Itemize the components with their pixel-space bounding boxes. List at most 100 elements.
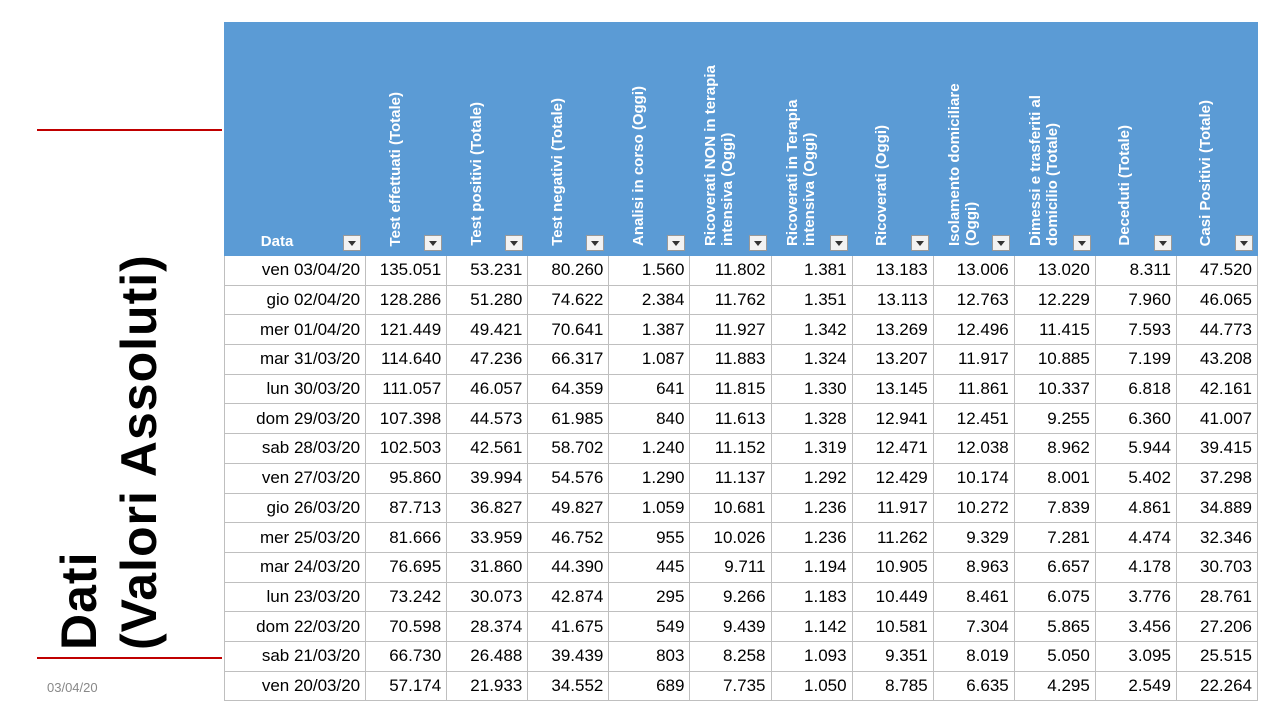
value-cell: 2.549: [1094, 670, 1177, 702]
value-cell: 840: [608, 403, 691, 435]
table-row: mer 01/04/20 121.449 49.421 70.641 1.387 11.9…: [223, 314, 1259, 346]
value-cell: 41.007: [1175, 403, 1259, 435]
value-cell: 21.933: [446, 670, 529, 702]
value-cell: 4.295: [1013, 670, 1096, 702]
value-cell: 295: [608, 581, 691, 613]
value-cell: 549: [608, 611, 691, 642]
value-cell: 12.763: [932, 284, 1015, 316]
value-cell: 13.020: [1013, 255, 1096, 286]
value-cell: 46.065: [1175, 284, 1259, 316]
value-cell: 49.827: [527, 492, 610, 524]
value-cell: 1.142: [770, 611, 853, 642]
value-cell: 47.520: [1175, 255, 1259, 286]
value-cell: 54.576: [527, 462, 610, 494]
value-cell: 7.281: [1013, 522, 1096, 553]
date-cell: ven 27/03/20: [223, 462, 367, 494]
value-cell: 66.317: [527, 344, 610, 375]
value-cell: 32.346: [1175, 522, 1259, 553]
value-cell: 3.776: [1094, 581, 1177, 613]
value-cell: 73.242: [365, 581, 448, 613]
value-cell: 803: [608, 640, 691, 672]
table-row: ven 27/03/20 95.860 39.994 54.576 1.290 11.13…: [223, 462, 1259, 494]
value-cell: 8.962: [1013, 433, 1096, 464]
header-label: Test positivi (Totale): [467, 102, 485, 246]
value-cell: 1.236: [770, 492, 853, 524]
value-cell: 10.581: [851, 611, 934, 642]
value-cell: 1.328: [770, 403, 853, 435]
date-cell: lun 23/03/20: [223, 581, 367, 613]
date-cell: dom 29/03/20: [223, 403, 367, 435]
table-row: dom 22/03/20 70.598 28.374 41.675 549 9.439 1.…: [223, 611, 1259, 642]
value-cell: 641: [608, 373, 691, 405]
value-cell: 1.560: [608, 255, 691, 286]
red-rule: [37, 657, 222, 659]
value-cell: 11.262: [851, 522, 934, 553]
filter-button[interactable]: [424, 235, 443, 251]
value-cell: 10.272: [932, 492, 1015, 524]
value-cell: 39.994: [446, 462, 529, 494]
header-label: Casi Positivi (Totale): [1197, 99, 1215, 246]
value-cell: 12.451: [932, 403, 1015, 435]
filter-button[interactable]: [667, 235, 686, 251]
header-row: Data Test effettuati (Totale) Test positiv…: [223, 22, 1259, 256]
value-cell: 44.773: [1175, 314, 1259, 346]
value-cell: 31.860: [446, 551, 529, 583]
value-cell: 8.019: [932, 640, 1015, 672]
value-cell: 22.264: [1175, 670, 1259, 702]
value-cell: 1.059: [608, 492, 691, 524]
value-cell: 4.861: [1094, 492, 1177, 524]
value-cell: 9.255: [1013, 403, 1096, 435]
header-label: Test negativi (Totale): [548, 98, 566, 246]
filter-button[interactable]: [343, 235, 362, 251]
value-cell: 689: [608, 670, 691, 702]
value-cell: 111.057: [365, 373, 448, 405]
value-cell: 37.298: [1175, 462, 1259, 494]
table-row: gio 02/04/20 128.286 51.280 74.622 2.384 11.7…: [223, 284, 1259, 316]
filter-button[interactable]: [505, 235, 524, 251]
value-cell: 44.573: [446, 403, 529, 435]
value-cell: 114.640: [365, 344, 448, 375]
value-cell: 11.613: [689, 403, 772, 435]
header-label: Ricoverati NON in terapia intensiva (Ogg…: [702, 65, 737, 246]
value-cell: 3.456: [1094, 611, 1177, 642]
value-cell: 11.137: [689, 462, 772, 494]
table-row: sab 28/03/20 102.503 42.561 58.702 1.240 11.1…: [223, 433, 1259, 464]
value-cell: 10.026: [689, 522, 772, 553]
value-cell: 95.860: [365, 462, 448, 494]
filter-button[interactable]: [1153, 235, 1172, 251]
value-cell: 8.258: [689, 640, 772, 672]
value-cell: 41.675: [527, 611, 610, 642]
value-cell: 128.286: [365, 284, 448, 316]
filter-button[interactable]: [829, 235, 848, 251]
value-cell: 10.885: [1013, 344, 1096, 375]
header-cell: Ricoverati (Oggi): [851, 22, 934, 256]
filter-button[interactable]: [748, 235, 767, 251]
value-cell: 8.963: [932, 551, 1015, 583]
filter-button[interactable]: [586, 235, 605, 251]
value-cell: 9.266: [689, 581, 772, 613]
value-cell: 1.240: [608, 433, 691, 464]
value-cell: 6.360: [1094, 403, 1177, 435]
value-cell: 12.471: [851, 433, 934, 464]
header-cell: Ricoverati in Terapia intensiva (Oggi): [770, 22, 853, 256]
value-cell: 3.095: [1094, 640, 1177, 672]
value-cell: 26.488: [446, 640, 529, 672]
value-cell: 64.359: [527, 373, 610, 405]
value-cell: 5.865: [1013, 611, 1096, 642]
header-cell: Casi Positivi (Totale): [1175, 22, 1259, 256]
value-cell: 33.959: [446, 522, 529, 553]
date-cell: ven 20/03/20: [223, 670, 367, 702]
header-cell: Deceduti (Totale): [1094, 22, 1177, 256]
filter-button[interactable]: [1072, 235, 1091, 251]
date-cell: lun 30/03/20: [223, 373, 367, 405]
filter-button[interactable]: [1235, 235, 1253, 251]
red-rule: [37, 129, 222, 131]
filter-button[interactable]: [991, 235, 1010, 251]
header-label: Data: [260, 233, 294, 250]
table-row: ven 03/04/20 135.051 53.231 80.260 1.560 11.8…: [223, 255, 1259, 286]
value-cell: 13.006: [932, 255, 1015, 286]
filter-button[interactable]: [910, 235, 929, 251]
value-cell: 44.390: [527, 551, 610, 583]
value-cell: 1.342: [770, 314, 853, 346]
